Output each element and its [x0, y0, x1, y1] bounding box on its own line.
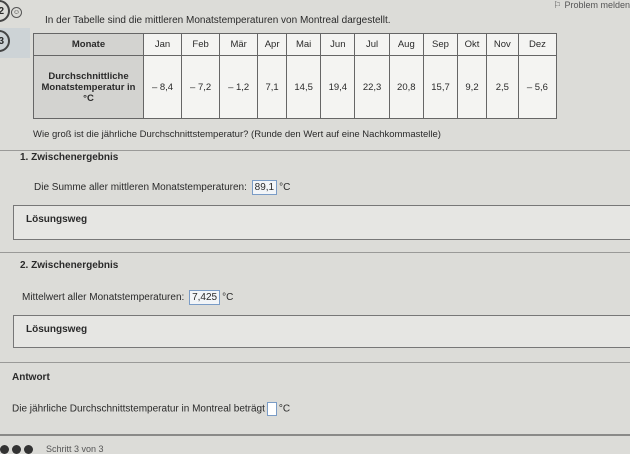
temperature-cell: 14,5	[286, 55, 322, 119]
month-header: Nov	[485, 33, 519, 56]
month-header: Sep	[422, 33, 459, 56]
month-header: Mai	[286, 33, 322, 56]
progress-dot	[0, 444, 9, 454]
month-header: Dez	[517, 33, 558, 56]
smiley-icon: ☺	[11, 7, 22, 18]
temperature-cell: – 7,2	[181, 55, 221, 119]
intro-text: In der Tabelle sind die mittleren Monats…	[45, 15, 391, 26]
step1-solution-toggle[interactable]: Lösungsweg	[13, 205, 630, 240]
step-2-indicator[interactable]: 2	[0, 0, 10, 22]
row-header-temperature: Durchschnittliche Monatstemperatur in °C	[33, 55, 144, 119]
temperature-cell: 7,1	[257, 55, 288, 119]
temperature-cell: – 5,6	[517, 55, 558, 119]
step2-row: Mittelwert aller Monatstemperaturen: 7,4…	[22, 290, 234, 305]
month-header: Jul	[354, 33, 390, 56]
month-header: Feb	[181, 33, 221, 56]
month-header: Jan	[142, 33, 183, 56]
temperature-cell: 15,7	[422, 55, 459, 119]
temperature-cell: – 8,4	[142, 55, 183, 119]
month-header: Mär	[219, 33, 259, 56]
sum-input[interactable]: 89,1	[251, 180, 278, 195]
row-header-months: Monate	[33, 33, 144, 56]
temperature-cell: 22,3	[354, 55, 390, 119]
month-header: Jun	[320, 33, 356, 56]
step1-row: Die Summe aller mittleren Monatstemperat…	[34, 180, 291, 195]
step1-title: 1. Zwischenergebnis	[20, 152, 119, 163]
temperature-cell: 2,5	[485, 55, 519, 119]
progress-dot	[24, 444, 33, 454]
answer-input[interactable]	[266, 402, 277, 416]
temperature-cell: – 1,2	[219, 55, 259, 119]
report-problem-button[interactable]: ⚐ Problem melden	[553, 0, 630, 10]
temperature-cell: 19,4	[320, 55, 356, 119]
temperature-cell: 20,8	[388, 55, 424, 119]
flag-icon: ⚐	[553, 0, 562, 10]
temperature-cell: 9,2	[457, 55, 487, 119]
answer-row: Die jährliche Durchschnittstemperatur in…	[12, 402, 291, 416]
mean-input[interactable]: 7,425	[189, 290, 221, 305]
month-header: Aug	[388, 33, 424, 56]
month-header: Apr	[257, 33, 288, 56]
step2-title: 2. Zwischenergebnis	[20, 260, 119, 271]
month-header: Okt	[457, 33, 487, 56]
answer-title: Antwort	[12, 372, 50, 383]
temperature-table: Monate Jan Feb Mär Apr Mai Jun Jul Aug Sep Okt Nov D…	[33, 33, 558, 119]
progress-dot	[12, 444, 21, 454]
question-text: Wie groß ist die jährliche Durchschnitts…	[33, 129, 441, 140]
step2-solution-toggle[interactable]: Lösungsweg	[13, 315, 630, 348]
progress-footer: Schritt 3 von 3	[0, 444, 104, 454]
